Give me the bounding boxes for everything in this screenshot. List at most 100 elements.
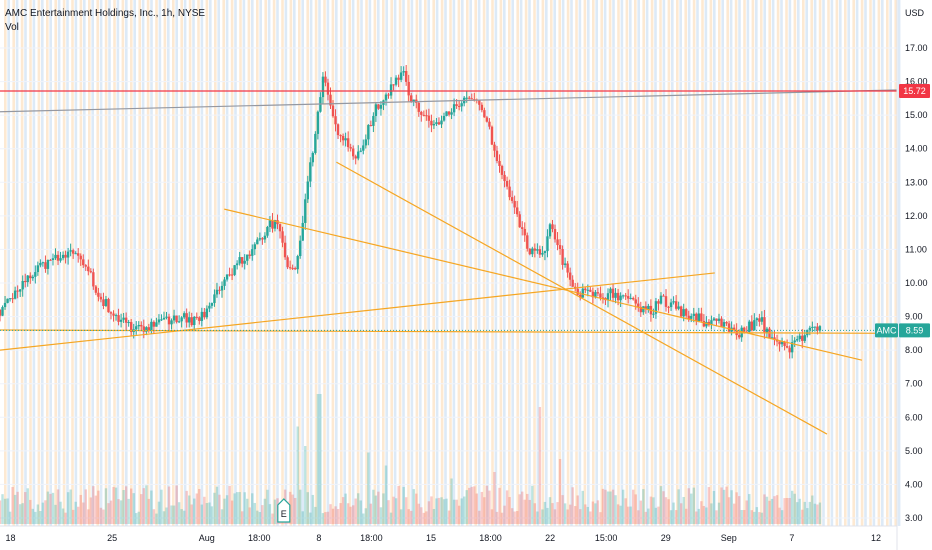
candle-body: [674, 301, 678, 309]
volume-bar: [480, 491, 484, 524]
volume-bar: [528, 499, 531, 524]
candle-body: [203, 311, 206, 318]
volume-bar: [367, 452, 370, 524]
volume-bar: [193, 498, 196, 524]
volume-bar: [778, 507, 781, 524]
volume-bar: [447, 510, 451, 524]
candle-body: [399, 72, 403, 80]
afterhours-stripe: [738, 0, 741, 526]
premarket-stripe: [382, 0, 385, 526]
volume-indicator-label[interactable]: Vol: [5, 22, 19, 33]
candle-body: [483, 110, 486, 118]
candle-body: [748, 321, 751, 333]
afterhours-stripe: [511, 0, 514, 526]
candle-body: [29, 275, 32, 279]
candle-body: [558, 245, 562, 250]
candle-body: [87, 266, 90, 272]
earnings-flag: [277, 498, 291, 523]
volume-bar: [430, 496, 433, 524]
afterhours-stripe: [872, 0, 876, 526]
volume-bar: [99, 507, 103, 524]
volume-bar: [478, 510, 481, 524]
candle-body: [185, 313, 188, 323]
premarket-stripe: [676, 0, 679, 526]
volume-bar: [637, 510, 640, 524]
volume-bar: [132, 493, 135, 524]
volume-bar: [384, 465, 388, 524]
volume-bar: [235, 492, 239, 524]
candle-body: [553, 229, 557, 240]
candle-body: [473, 99, 476, 101]
afterhours-stripe: [309, 0, 313, 526]
candle-body: [18, 289, 22, 292]
candle-body: [59, 258, 62, 261]
afterhours-stripe: [545, 0, 548, 526]
candle-body: [268, 220, 272, 228]
candle-body: [816, 326, 819, 331]
afterhours-stripe: [360, 0, 363, 526]
candle-body: [591, 291, 595, 298]
volume-bar: [629, 506, 632, 524]
premarket-stripe: [634, 0, 637, 526]
premarket-stripe: [62, 0, 66, 526]
volume-bar: [329, 504, 332, 524]
volume-bar: [185, 490, 188, 524]
time-tick-label: 25: [107, 533, 117, 543]
afterhours-stripe: [444, 0, 447, 526]
candle-body: [215, 289, 219, 295]
premarket-stripe: [289, 0, 293, 526]
volume-bar: [26, 488, 29, 524]
candle-body: [430, 120, 433, 126]
price-tick-label: 16.00: [905, 77, 928, 87]
premarket-stripe: [726, 0, 729, 526]
premarket-stripe: [709, 0, 713, 526]
afterhours-stripe: [326, 0, 330, 526]
candle-body: [6, 298, 9, 303]
afterhours-stripe: [763, 0, 766, 526]
volume-bar: [538, 407, 542, 524]
premarket-stripe: [802, 0, 805, 526]
candle-body: [697, 313, 701, 322]
candle-body: [44, 262, 47, 269]
afterhours-stripe: [553, 0, 556, 526]
time-axis: 18 25 Aug 18:00 8 18:00 15 18:00 22 15:00 29 Sep 7 12: [6, 533, 881, 543]
candle-body: [311, 152, 315, 163]
trendline: [0, 272, 715, 351]
volume-bar: [112, 486, 115, 524]
volume-bar: [273, 499, 277, 524]
volume-bar: [324, 512, 327, 524]
candle-body: [440, 120, 443, 125]
volume-bar: [526, 493, 529, 524]
candle-body: [717, 318, 721, 321]
volume-bar: [460, 498, 463, 524]
premarket-stripe: [818, 0, 822, 526]
candle-body: [54, 254, 57, 259]
premarket-stripe: [508, 0, 511, 526]
volume-bar: [66, 492, 70, 524]
volume-bar: [213, 492, 216, 524]
candle-body: [283, 242, 287, 258]
candle-body: [253, 244, 257, 250]
candle-body: [341, 135, 345, 141]
candle-body: [263, 235, 267, 240]
symbol-title[interactable]: AMC Entertainment Holdings, Inc., 1h, NY…: [5, 8, 206, 19]
candle-body: [188, 317, 191, 323]
premarket-stripe: [272, 0, 276, 526]
candle-body: [581, 288, 584, 298]
volume-bar: [584, 504, 587, 524]
candle-body: [266, 227, 269, 236]
premarket-stripe: [692, 0, 696, 526]
volume-bar: [94, 495, 98, 524]
candle-body: [760, 317, 764, 322]
volume-bar: [427, 501, 431, 524]
candle-body: [488, 121, 491, 127]
candle-body: [36, 265, 40, 273]
candle-body: [410, 95, 413, 103]
candle-body: [331, 105, 335, 117]
volume-bar: [349, 506, 352, 524]
candle-body: [213, 294, 216, 304]
volume-bar: [124, 486, 128, 524]
premarket-stripe: [113, 0, 116, 526]
candle-body: [788, 347, 791, 353]
